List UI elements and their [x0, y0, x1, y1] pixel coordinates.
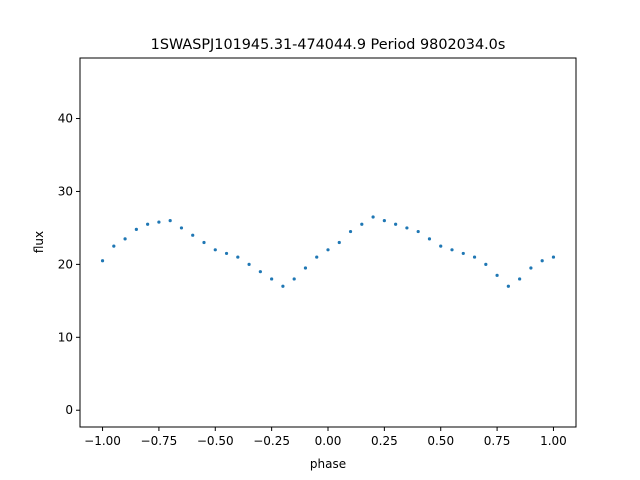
- data-point: [461, 251, 465, 256]
- data-point: [472, 255, 477, 259]
- data-point: [405, 226, 409, 230]
- x-tick-label: −0.75: [141, 434, 178, 448]
- data-point: [315, 255, 319, 259]
- data-point: [146, 222, 150, 226]
- x-tick-label: −1.00: [84, 434, 121, 448]
- y-tick-label: 10: [58, 330, 73, 344]
- data-point: [100, 259, 105, 263]
- x-tick-label: 0.75: [484, 434, 511, 448]
- data-point: [529, 266, 533, 270]
- scatter-points: [100, 215, 556, 288]
- data-point: [427, 237, 432, 241]
- x-tick-label: 0.25: [371, 434, 398, 448]
- data-point: [258, 270, 262, 274]
- data-point: [439, 244, 443, 248]
- x-tick-label: −0.50: [197, 434, 234, 448]
- data-point: [112, 244, 116, 248]
- y-tick-label: 30: [58, 184, 73, 198]
- data-point: [191, 233, 195, 237]
- data-point: [247, 262, 251, 266]
- chart-title: 1SWASPJ101945.31-474044.9 Period 9802034…: [151, 37, 506, 53]
- data-point: [224, 251, 229, 256]
- data-point: [337, 240, 341, 245]
- data-point: [157, 220, 161, 224]
- y-tick-label: 40: [58, 112, 73, 126]
- data-point: [168, 219, 172, 223]
- y-axis-ticks: 0 10 20 30 40: [58, 112, 80, 417]
- y-axis-label: flux: [32, 231, 46, 253]
- x-axis-ticks: −1.00 −0.75 −0.50 −0.25 0.00 0.25 0.50 0.75 1.00: [84, 427, 567, 448]
- data-point: [236, 255, 240, 259]
- data-point: [134, 227, 138, 231]
- data-point: [360, 222, 364, 226]
- data-point: [270, 277, 274, 281]
- data-point: [518, 277, 522, 281]
- y-tick-label: 0: [65, 403, 73, 417]
- data-point: [506, 284, 510, 288]
- y-tick-label: 20: [58, 257, 73, 271]
- data-point: [484, 262, 488, 266]
- data-point: [371, 215, 375, 219]
- data-point: [416, 229, 420, 234]
- x-tick-label: −0.25: [253, 434, 290, 448]
- x-tick-label: 0.00: [315, 434, 342, 448]
- x-axis-label: phase: [310, 457, 346, 471]
- data-point: [303, 266, 308, 270]
- data-point: [123, 237, 127, 241]
- data-point: [450, 248, 454, 252]
- data-point: [281, 284, 285, 288]
- data-point: [179, 226, 184, 230]
- data-point: [326, 248, 330, 252]
- x-tick-label: 1.00: [540, 434, 567, 448]
- data-point: [394, 222, 398, 226]
- data-point: [495, 273, 499, 277]
- data-point: [213, 248, 217, 252]
- data-point: [292, 277, 296, 281]
- data-point: [540, 259, 544, 263]
- data-point: [348, 229, 353, 234]
- data-point: [382, 219, 386, 223]
- data-point: [551, 255, 556, 259]
- x-tick-label: 0.50: [427, 434, 454, 448]
- data-point: [202, 240, 206, 245]
